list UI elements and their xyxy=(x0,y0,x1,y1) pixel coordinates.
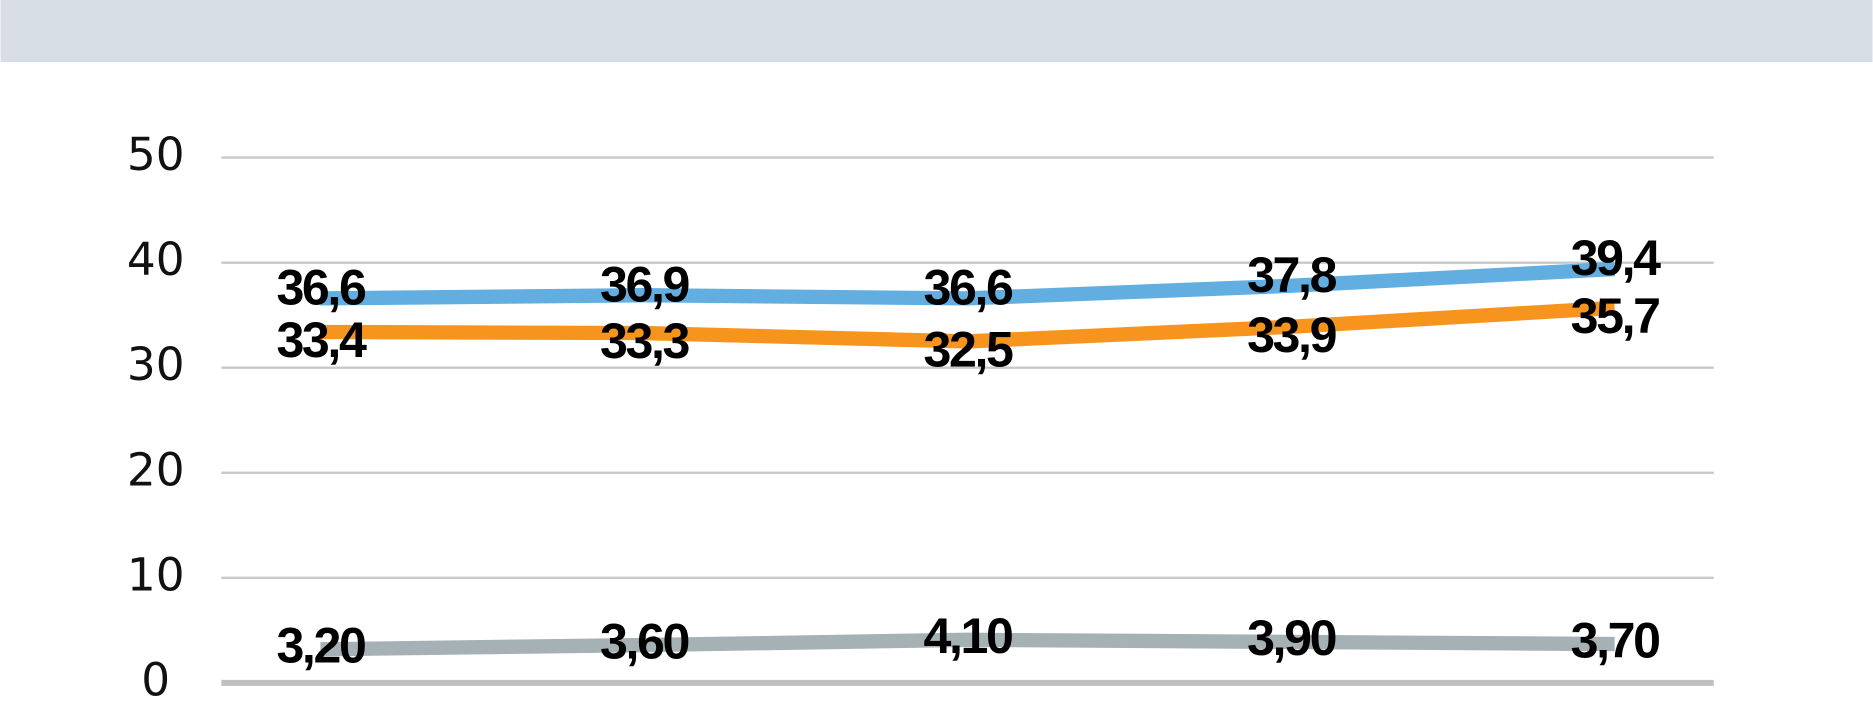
data-label: 35,7 xyxy=(1571,288,1660,344)
data-label: 36,6 xyxy=(924,259,1014,315)
chart: 0 10 20 30 40 50 36,6 36,9 36,6 37,8 39,4 33,4 33,3 3… xyxy=(127,128,1714,702)
y-tick-label: 10 xyxy=(127,548,185,601)
y-tick-label: 40 xyxy=(127,233,185,286)
data-label: 39,4 xyxy=(1571,230,1662,286)
data-label: 3,60 xyxy=(600,613,689,669)
data-label: 3,20 xyxy=(276,618,365,674)
y-tick-label: 50 xyxy=(127,128,185,181)
data-label: 32,5 xyxy=(924,322,1014,378)
data-label: 36,6 xyxy=(276,259,366,315)
series-line xyxy=(320,632,1615,657)
y-tick-label: 30 xyxy=(127,338,185,391)
data-label: 37,8 xyxy=(1247,247,1337,303)
data-label: 33,3 xyxy=(600,313,690,369)
series-line xyxy=(320,300,1616,349)
data-label: 33,4 xyxy=(276,312,367,368)
data-label: 4,10 xyxy=(924,608,1013,664)
data-label: 3,90 xyxy=(1247,610,1336,666)
data-label: 36,9 xyxy=(600,256,690,312)
y-tick-label: 0 xyxy=(141,653,170,702)
data-label: 33,9 xyxy=(1247,307,1337,363)
data-label: 3,70 xyxy=(1571,612,1660,668)
series-line xyxy=(320,261,1615,306)
y-tick-label: 20 xyxy=(127,443,185,496)
top-bar xyxy=(0,0,1873,63)
